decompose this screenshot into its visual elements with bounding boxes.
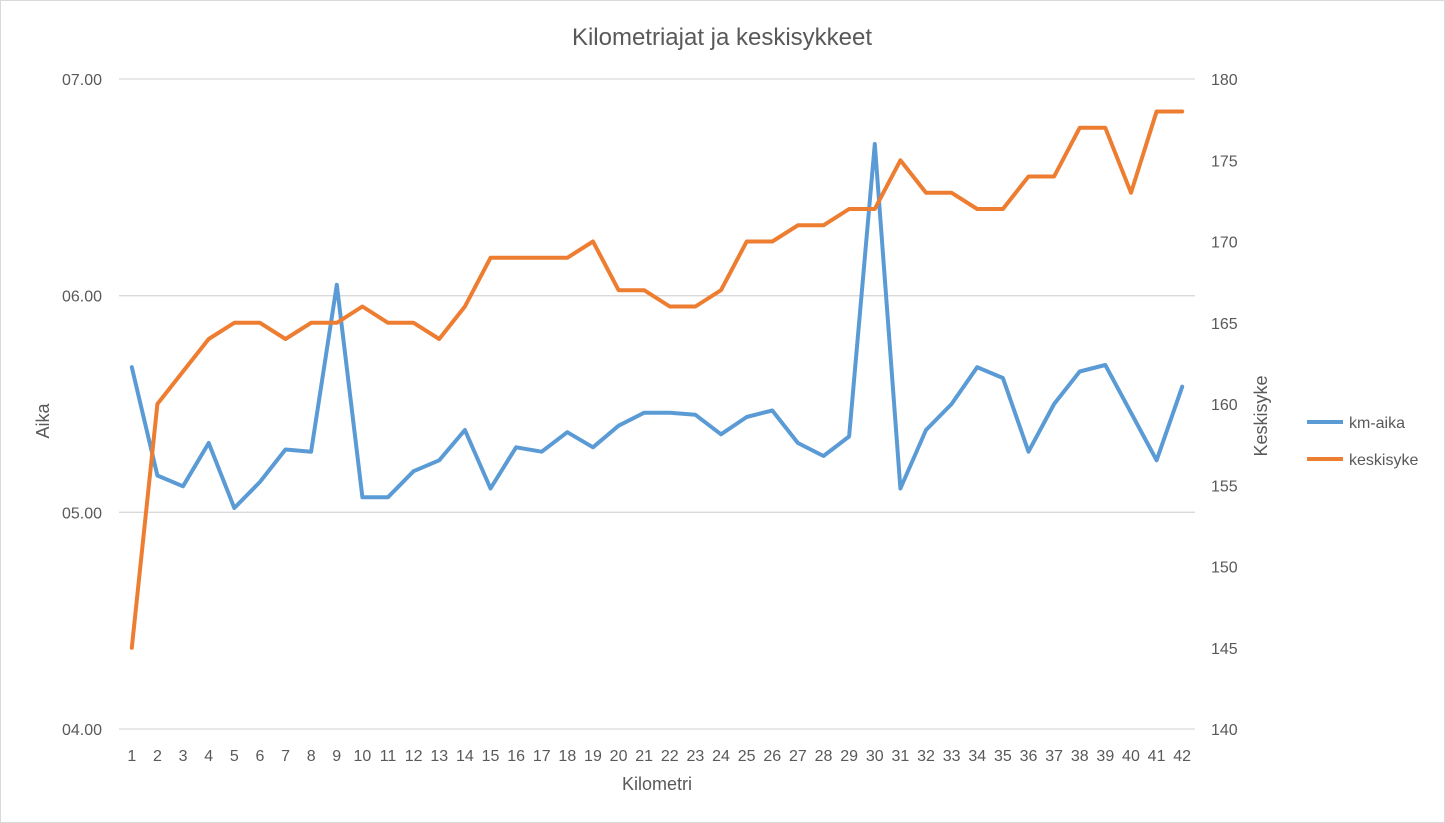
x-tick-label: 25: [738, 748, 756, 765]
x-tick-label: 21: [635, 748, 653, 765]
x-tick-label: 8: [307, 748, 316, 765]
x-tick-label: 7: [281, 748, 290, 765]
y-axis-title: Aika: [33, 403, 53, 439]
x-tick-label: 1: [127, 748, 136, 765]
y2-tick-label: 160: [1211, 397, 1238, 414]
x-tick-label: 4: [204, 748, 213, 765]
x-tick-label: 40: [1122, 748, 1140, 765]
x-tick-label: 12: [405, 748, 423, 765]
y2-axis-tick-labels: 140 145 150 155 160 165 170 175 180: [1211, 72, 1238, 739]
x-tick-label: 34: [968, 748, 986, 765]
y2-tick-label: 180: [1211, 72, 1238, 89]
x-tick-label: 26: [763, 748, 781, 765]
x-tick-label: 38: [1071, 748, 1089, 765]
x-tick-label: 24: [712, 748, 730, 765]
x-tick-label: 29: [840, 748, 858, 765]
y2-tick-label: 155: [1211, 478, 1238, 495]
y-axis-tick-labels: 04.00 05.00 06.00 07.00: [62, 72, 102, 739]
x-tick-label: 10: [353, 748, 371, 765]
x-tick-label: 14: [456, 748, 474, 765]
x-tick-label: 2: [153, 748, 162, 765]
x-tick-label: 18: [558, 748, 576, 765]
x-tick-label: 11: [380, 748, 397, 765]
x-tick-label: 3: [179, 748, 188, 765]
gridlines: [119, 78, 1195, 730]
x-tick-label: 13: [430, 748, 448, 765]
x-tick-label: 39: [1096, 748, 1114, 765]
x-tick-label: 9: [332, 748, 341, 765]
chart-title: Kilometriajat ja keskisykkeet: [572, 24, 872, 51]
y-tick-label: 06.00: [62, 289, 102, 306]
y2-tick-label: 165: [1211, 316, 1238, 333]
y-tick-label: 07.00: [62, 72, 102, 89]
y-tick-label: 04.00: [62, 722, 102, 739]
x-tick-label: 6: [255, 748, 264, 765]
x-tick-label: 35: [994, 748, 1012, 765]
x-tick-label: 41: [1148, 748, 1166, 765]
y2-tick-label: 145: [1211, 641, 1238, 658]
x-tick-label: 33: [943, 748, 961, 765]
x-tick-label: 30: [866, 748, 884, 765]
series-line-km-aika: [129, 142, 1185, 510]
x-tick-label: 27: [789, 748, 807, 765]
x-tick-label: 15: [482, 748, 500, 765]
legend: km-aika keskisyke: [1307, 415, 1418, 469]
legend-label-keskisyke: keskisyke: [1349, 452, 1418, 469]
y2-tick-label: 150: [1211, 560, 1238, 577]
x-tick-label: 23: [687, 748, 705, 765]
x-tick-label: 37: [1045, 748, 1063, 765]
x-tick-label: 5: [230, 748, 239, 765]
x-axis-tick-labels: 1 2 3 4 5 6 7 8 9 10 11 12 13 14 15 16 17 18 19 20 21 22 23 24 2…: [127, 748, 1191, 765]
y-tick-label: 05.00: [62, 505, 102, 522]
x-tick-label: 36: [1020, 748, 1038, 765]
series-line-keskisyke: [129, 109, 1185, 650]
series-lines: [129, 109, 1185, 650]
x-tick-label: 16: [507, 748, 525, 765]
legend-label-km-aika: km-aika: [1349, 415, 1405, 432]
x-tick-label: 28: [815, 748, 833, 765]
y2-tick-label: 170: [1211, 235, 1238, 252]
y2-axis-title: Keskisyke: [1251, 375, 1271, 456]
x-tick-label: 17: [533, 748, 551, 765]
x-axis-title: Kilometri: [622, 774, 692, 794]
x-tick-label: 20: [610, 748, 628, 765]
x-tick-label: 42: [1173, 748, 1191, 765]
x-tick-label: 19: [584, 748, 602, 765]
x-tick-label: 22: [661, 748, 679, 765]
y2-tick-label: 140: [1211, 722, 1238, 739]
x-tick-label: 32: [917, 748, 935, 765]
x-tick-label: 31: [891, 748, 909, 765]
y2-tick-label: 175: [1211, 153, 1238, 170]
